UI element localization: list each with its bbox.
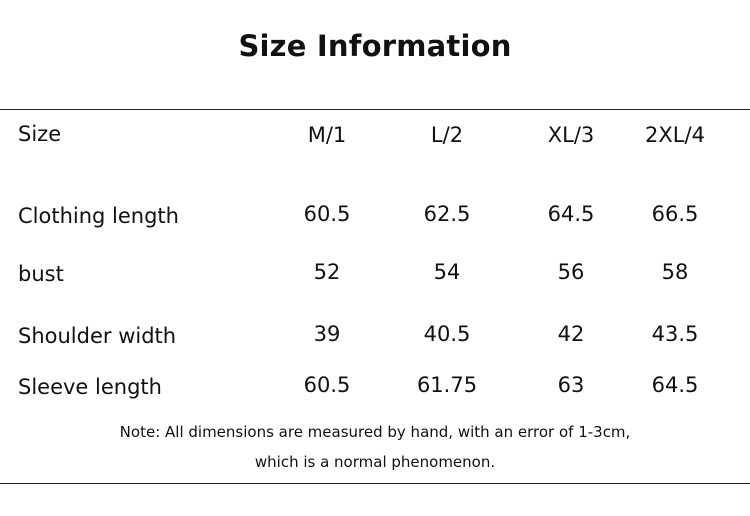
title: Size Information [238, 29, 512, 63]
column-header: 2XL/4 [645, 123, 705, 147]
row-label: bust [18, 262, 64, 286]
cell-value: 60.5 [303, 202, 351, 226]
row-label: Clothing length [18, 204, 179, 228]
cell-value: 63 [557, 373, 585, 397]
cell-value: 56 [557, 260, 585, 284]
cell-value: 66.5 [651, 202, 699, 226]
note-line: which is a normal phenomenon. [254, 453, 496, 471]
cell-value: 62.5 [423, 202, 471, 226]
cell-value: 60.5 [303, 373, 351, 397]
cell-value: 58 [661, 260, 689, 284]
divider [0, 109, 750, 110]
divider [0, 483, 750, 484]
column-header: M/1 [307, 123, 347, 147]
column-header: XL/3 [547, 123, 595, 147]
cell-value: 61.75 [416, 373, 478, 397]
cell-value: 64.5 [547, 202, 595, 226]
cell-value: 64.5 [651, 373, 699, 397]
cell-value: 52 [313, 260, 341, 284]
cell-value: 43.5 [651, 322, 699, 346]
cell-value: 42 [557, 322, 585, 346]
row-label: Shoulder width [18, 324, 177, 348]
cell-value: 54 [433, 260, 461, 284]
note-line: Note: All dimensions are measured by han… [119, 423, 631, 441]
column-header: L/2 [430, 123, 464, 147]
column-header: Size [18, 122, 62, 146]
cell-value: 40.5 [423, 322, 471, 346]
row-label: Sleeve length [18, 375, 162, 399]
cell-value: 39 [313, 322, 341, 346]
